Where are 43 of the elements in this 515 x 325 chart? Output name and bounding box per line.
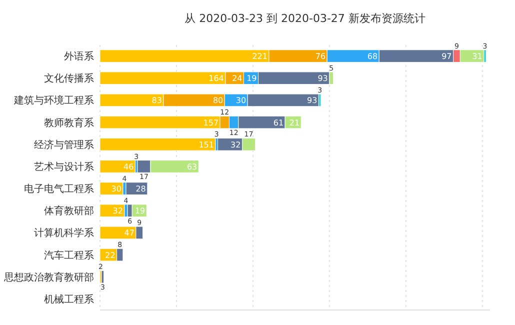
- data-label: 47: [124, 228, 134, 238]
- y-tick-label: 机械工程系: [44, 293, 94, 306]
- data-label: 19: [246, 74, 257, 84]
- y-tick-label: 体育教研部: [44, 205, 94, 218]
- y-tick-label: 建筑与环境工程系: [13, 94, 94, 107]
- y-tick-label: 电子电气工程系: [24, 183, 94, 196]
- data-label: 151: [198, 140, 214, 150]
- data-label: 83: [152, 96, 162, 106]
- data-label: 76: [315, 52, 326, 62]
- y-tick-label: 经济与管理系: [34, 138, 94, 151]
- data-label: 93: [318, 74, 328, 84]
- bar: [100, 204, 125, 218]
- y-tick-label: 计算机科学系: [34, 227, 94, 240]
- data-label: 157: [203, 118, 219, 128]
- chart-title: 从 2020-03-23 到 2020-03-27 新发布资源统计: [184, 12, 426, 25]
- data-label: 164: [208, 74, 224, 84]
- data-label: 32: [230, 140, 241, 150]
- y-tick-label: 思想政治教育教研部: [3, 271, 94, 284]
- y-tick-label: 外语系: [64, 50, 94, 63]
- data-label: 22: [105, 250, 116, 260]
- bar: [101, 270, 104, 284]
- data-label: 31: [472, 52, 482, 62]
- data-label: 80: [212, 96, 224, 106]
- y-tick-label: 教师教育系: [44, 116, 94, 129]
- data-label: 61: [273, 118, 284, 128]
- data-label: 21: [289, 118, 300, 128]
- data-label: 30: [236, 96, 246, 106]
- bar: [100, 138, 216, 151]
- data-label: 32: [112, 206, 123, 216]
- y-tick-label: 文化传播系: [44, 72, 94, 85]
- data-label: 24: [232, 74, 242, 84]
- data-label: 97: [442, 52, 452, 62]
- data-label: 221: [252, 52, 268, 62]
- data-label: 30: [111, 184, 122, 194]
- data-label: 68: [367, 52, 378, 62]
- data-label: 63: [186, 162, 198, 172]
- bar: [100, 160, 136, 173]
- data-label: 93: [307, 96, 318, 106]
- data-label: 19: [134, 206, 146, 216]
- data-label: 28: [136, 184, 146, 194]
- y-tick-label: 艺术与设计系: [34, 160, 94, 173]
- y-tick-label: 汽车工程系: [44, 249, 94, 262]
- data-label: 46: [123, 162, 134, 172]
